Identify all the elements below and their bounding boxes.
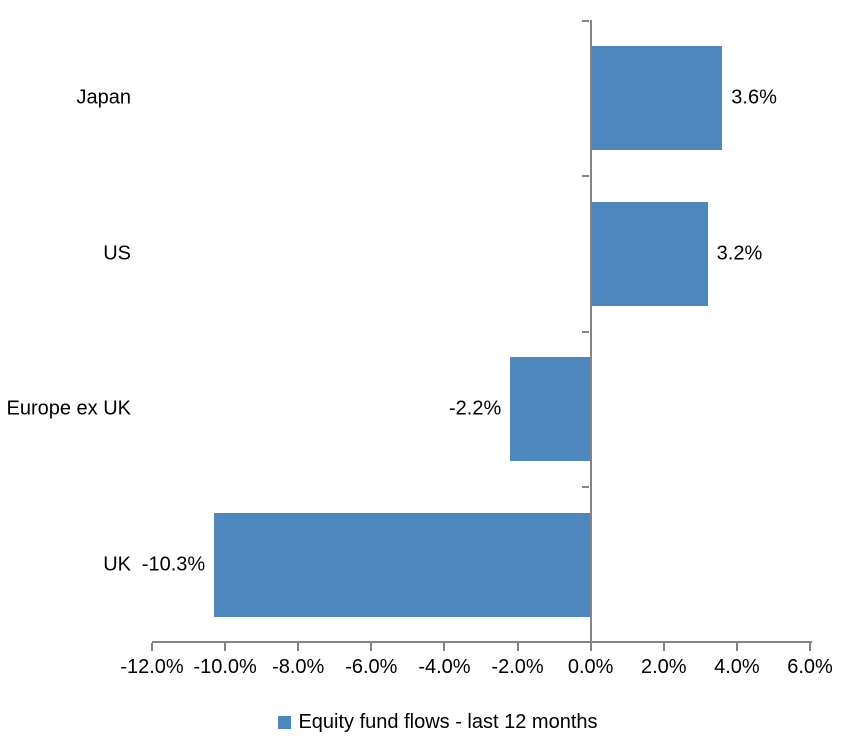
bar-japan	[590, 45, 723, 150]
category-axis: Japan US Europe ex UK UK	[0, 20, 131, 643]
x-axis-tick	[151, 643, 153, 651]
category-axis-tick	[581, 174, 589, 177]
x-axis-tick	[297, 643, 300, 651]
category-label-uk: UK	[103, 553, 131, 576]
legend-label: Equity fund flows - last 12 months	[298, 710, 598, 733]
x-axis-tick	[516, 643, 519, 651]
category-axis-tick	[581, 20, 589, 22]
x-axis-tick	[809, 643, 811, 651]
x-tick-label: -8.0%	[272, 656, 325, 678]
x-axis-tick	[370, 643, 373, 651]
x-axis-tick	[735, 643, 738, 651]
x-tick-label: -6.0%	[345, 656, 398, 678]
category-label-europe-ex-uk: Europe ex UK	[6, 397, 131, 420]
legend-marker-icon	[278, 715, 292, 729]
x-axis-tick	[662, 643, 665, 651]
x-tick-label: 4.0%	[714, 656, 760, 678]
legend: Equity fund flows - last 12 months	[12, 706, 852, 738]
x-axis-tick	[224, 643, 227, 651]
category-axis-tick	[581, 330, 589, 333]
category-axis-tick	[581, 486, 589, 489]
x-axis-line	[152, 641, 812, 643]
x-tick-label: -2.0%	[491, 656, 544, 678]
data-label-uk: -10.3%	[141, 553, 206, 576]
value-axis-line	[589, 20, 592, 643]
x-tick-label: 6.0%	[787, 656, 833, 678]
x-tick-label: -10.0%	[193, 656, 257, 678]
bar-europe-ex-uk	[510, 357, 591, 462]
x-tick-label: -12.0%	[120, 656, 184, 678]
x-axis-tick	[443, 643, 446, 651]
x-tick-label: 2.0%	[640, 656, 687, 678]
plot-area: 3.6% 3.2% -2.2% -10.3% -12.0% -10.0% -8.0% -6.0…	[120, 20, 833, 678]
category-label-us: US	[103, 242, 131, 265]
x-tick-label: -4.0%	[418, 656, 471, 678]
data-label-europe-ex-uk: -2.2%	[449, 397, 502, 420]
data-label-japan: 3.6%	[731, 86, 777, 109]
bar-us	[590, 201, 708, 306]
x-axis-tick	[589, 643, 592, 651]
data-label-us: 3.2%	[716, 242, 763, 265]
x-tick-label: 0.0%	[567, 656, 614, 678]
bar-uk	[214, 513, 591, 618]
category-label-japan: Japan	[76, 86, 132, 109]
